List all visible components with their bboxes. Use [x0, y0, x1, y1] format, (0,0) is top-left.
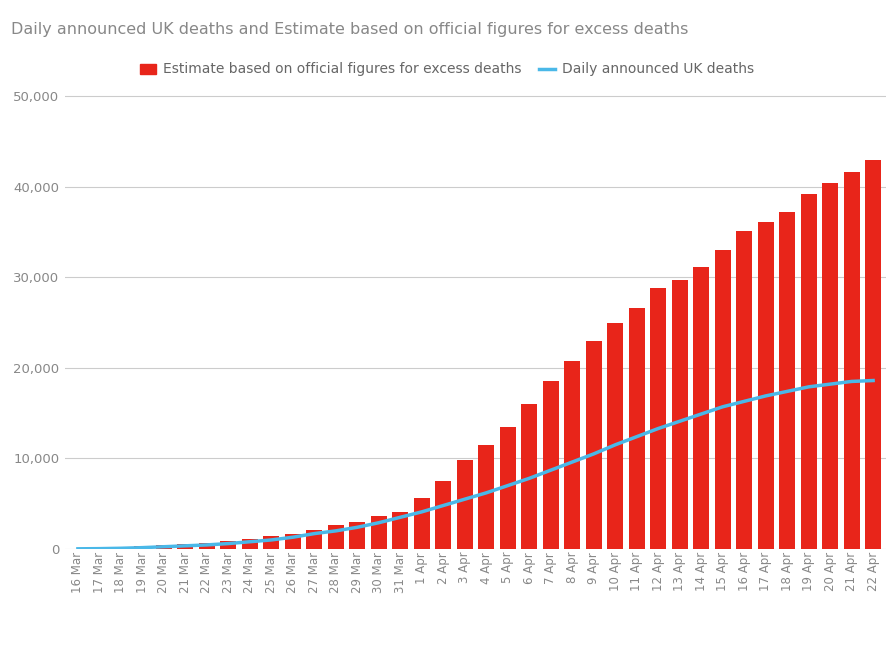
Bar	[371, 517, 387, 549]
Bar	[628, 308, 645, 549]
Bar	[543, 382, 559, 549]
Bar	[113, 548, 129, 549]
Bar	[220, 541, 236, 549]
Bar	[156, 545, 172, 549]
Bar	[607, 323, 623, 549]
Bar	[800, 194, 817, 549]
Bar	[564, 361, 580, 549]
Bar	[134, 546, 150, 549]
Bar	[350, 522, 366, 549]
Bar	[392, 512, 409, 549]
Bar	[414, 498, 430, 549]
Bar	[736, 231, 752, 549]
Bar	[822, 183, 839, 549]
Legend: Estimate based on official figures for excess deaths, Daily announced UK deaths: Estimate based on official figures for e…	[134, 57, 760, 82]
Bar	[198, 543, 215, 549]
Bar	[478, 445, 494, 549]
Bar	[779, 212, 795, 549]
Bar	[457, 460, 473, 549]
Text: Daily announced UK deaths and Estimate based on official figures for excess deat: Daily announced UK deaths and Estimate b…	[11, 22, 688, 37]
Bar	[521, 404, 537, 549]
Bar	[285, 533, 301, 549]
Bar	[714, 250, 730, 549]
Bar	[91, 548, 107, 549]
Bar	[586, 341, 602, 549]
Bar	[650, 288, 666, 549]
Bar	[328, 526, 344, 549]
Bar	[263, 536, 280, 549]
Bar	[435, 481, 451, 549]
Bar	[671, 280, 687, 549]
Bar	[865, 160, 881, 549]
Bar	[757, 222, 773, 549]
Bar	[241, 539, 257, 549]
Bar	[307, 530, 323, 549]
Bar	[844, 172, 860, 549]
Bar	[500, 427, 516, 549]
Bar	[693, 267, 709, 549]
Bar	[177, 545, 193, 549]
